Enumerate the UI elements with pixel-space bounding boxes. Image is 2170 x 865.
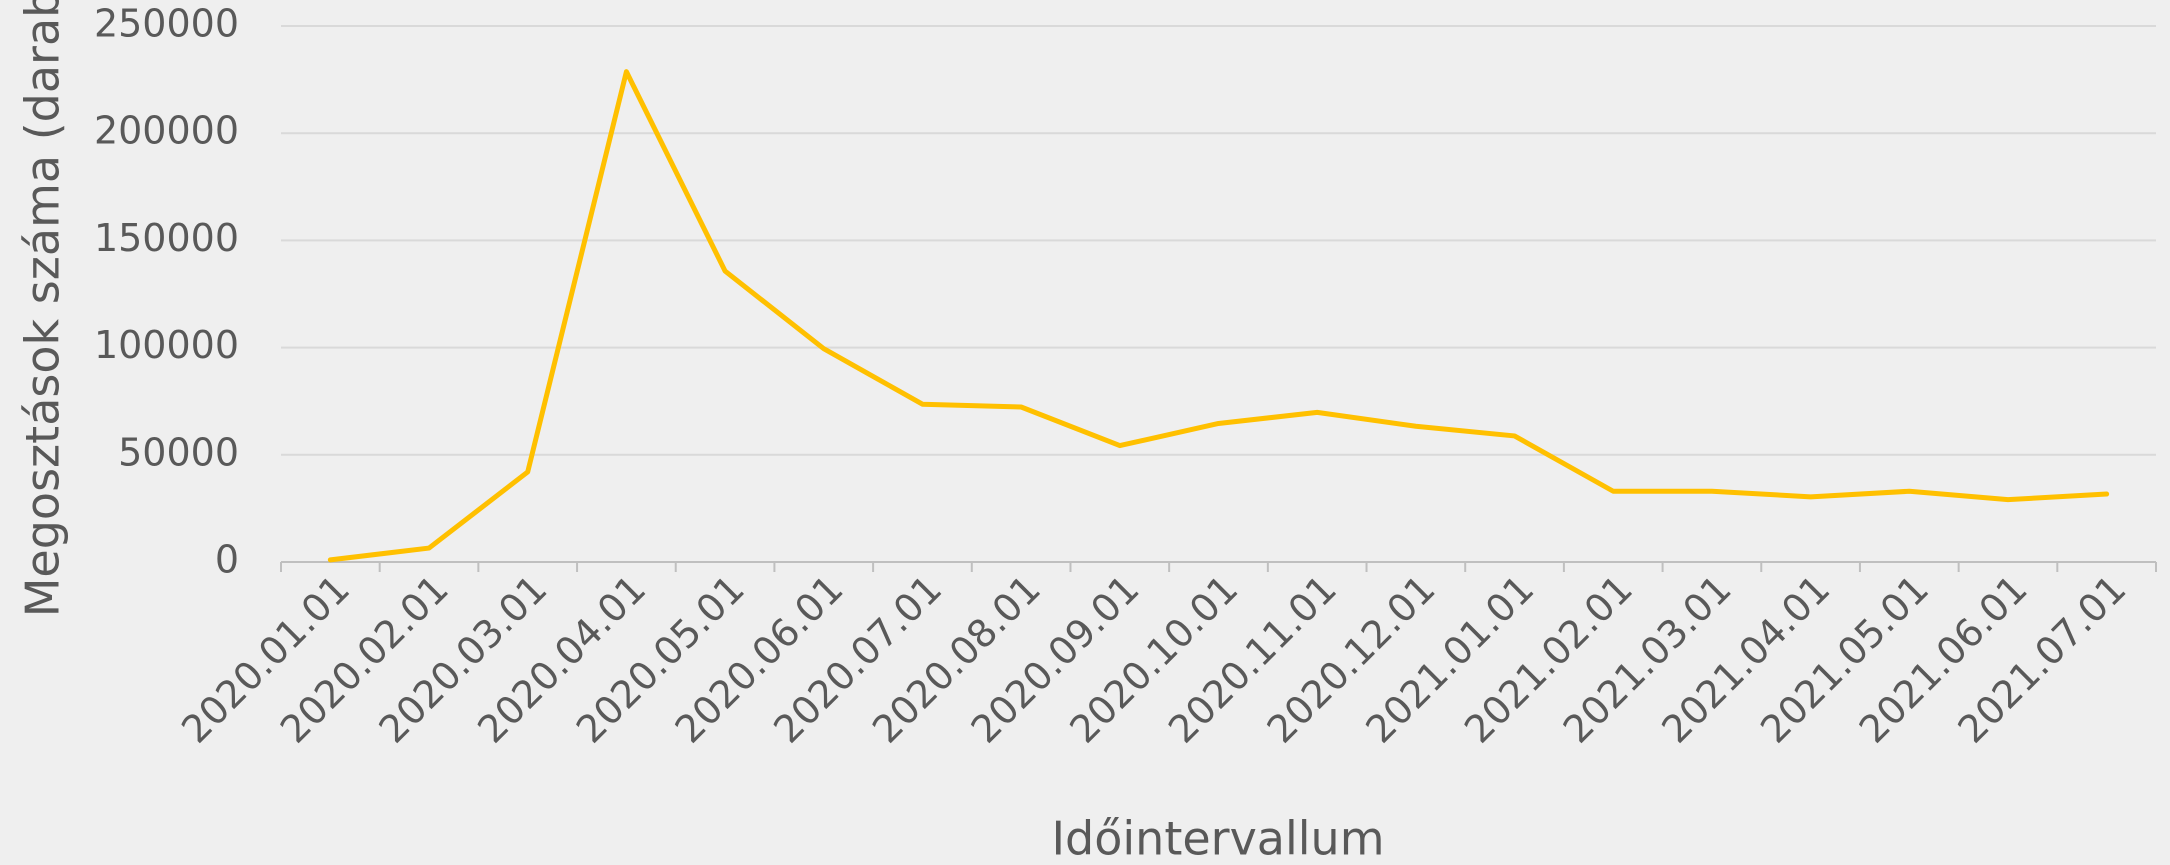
y-tick-label: 150000 <box>94 216 239 260</box>
line-series <box>327 69 2110 563</box>
y-tick-label: 100000 <box>94 323 239 367</box>
y-tick-label: 0 <box>215 538 239 582</box>
y-axis-title: Megosztások száma (darab) <box>16 0 70 617</box>
y-tick-label: 200000 <box>94 109 239 153</box>
y-tick-label: 250000 <box>94 2 239 46</box>
y-tick-label: 50000 <box>118 430 239 474</box>
x-axis-title: Időintervallum <box>1051 812 1384 865</box>
